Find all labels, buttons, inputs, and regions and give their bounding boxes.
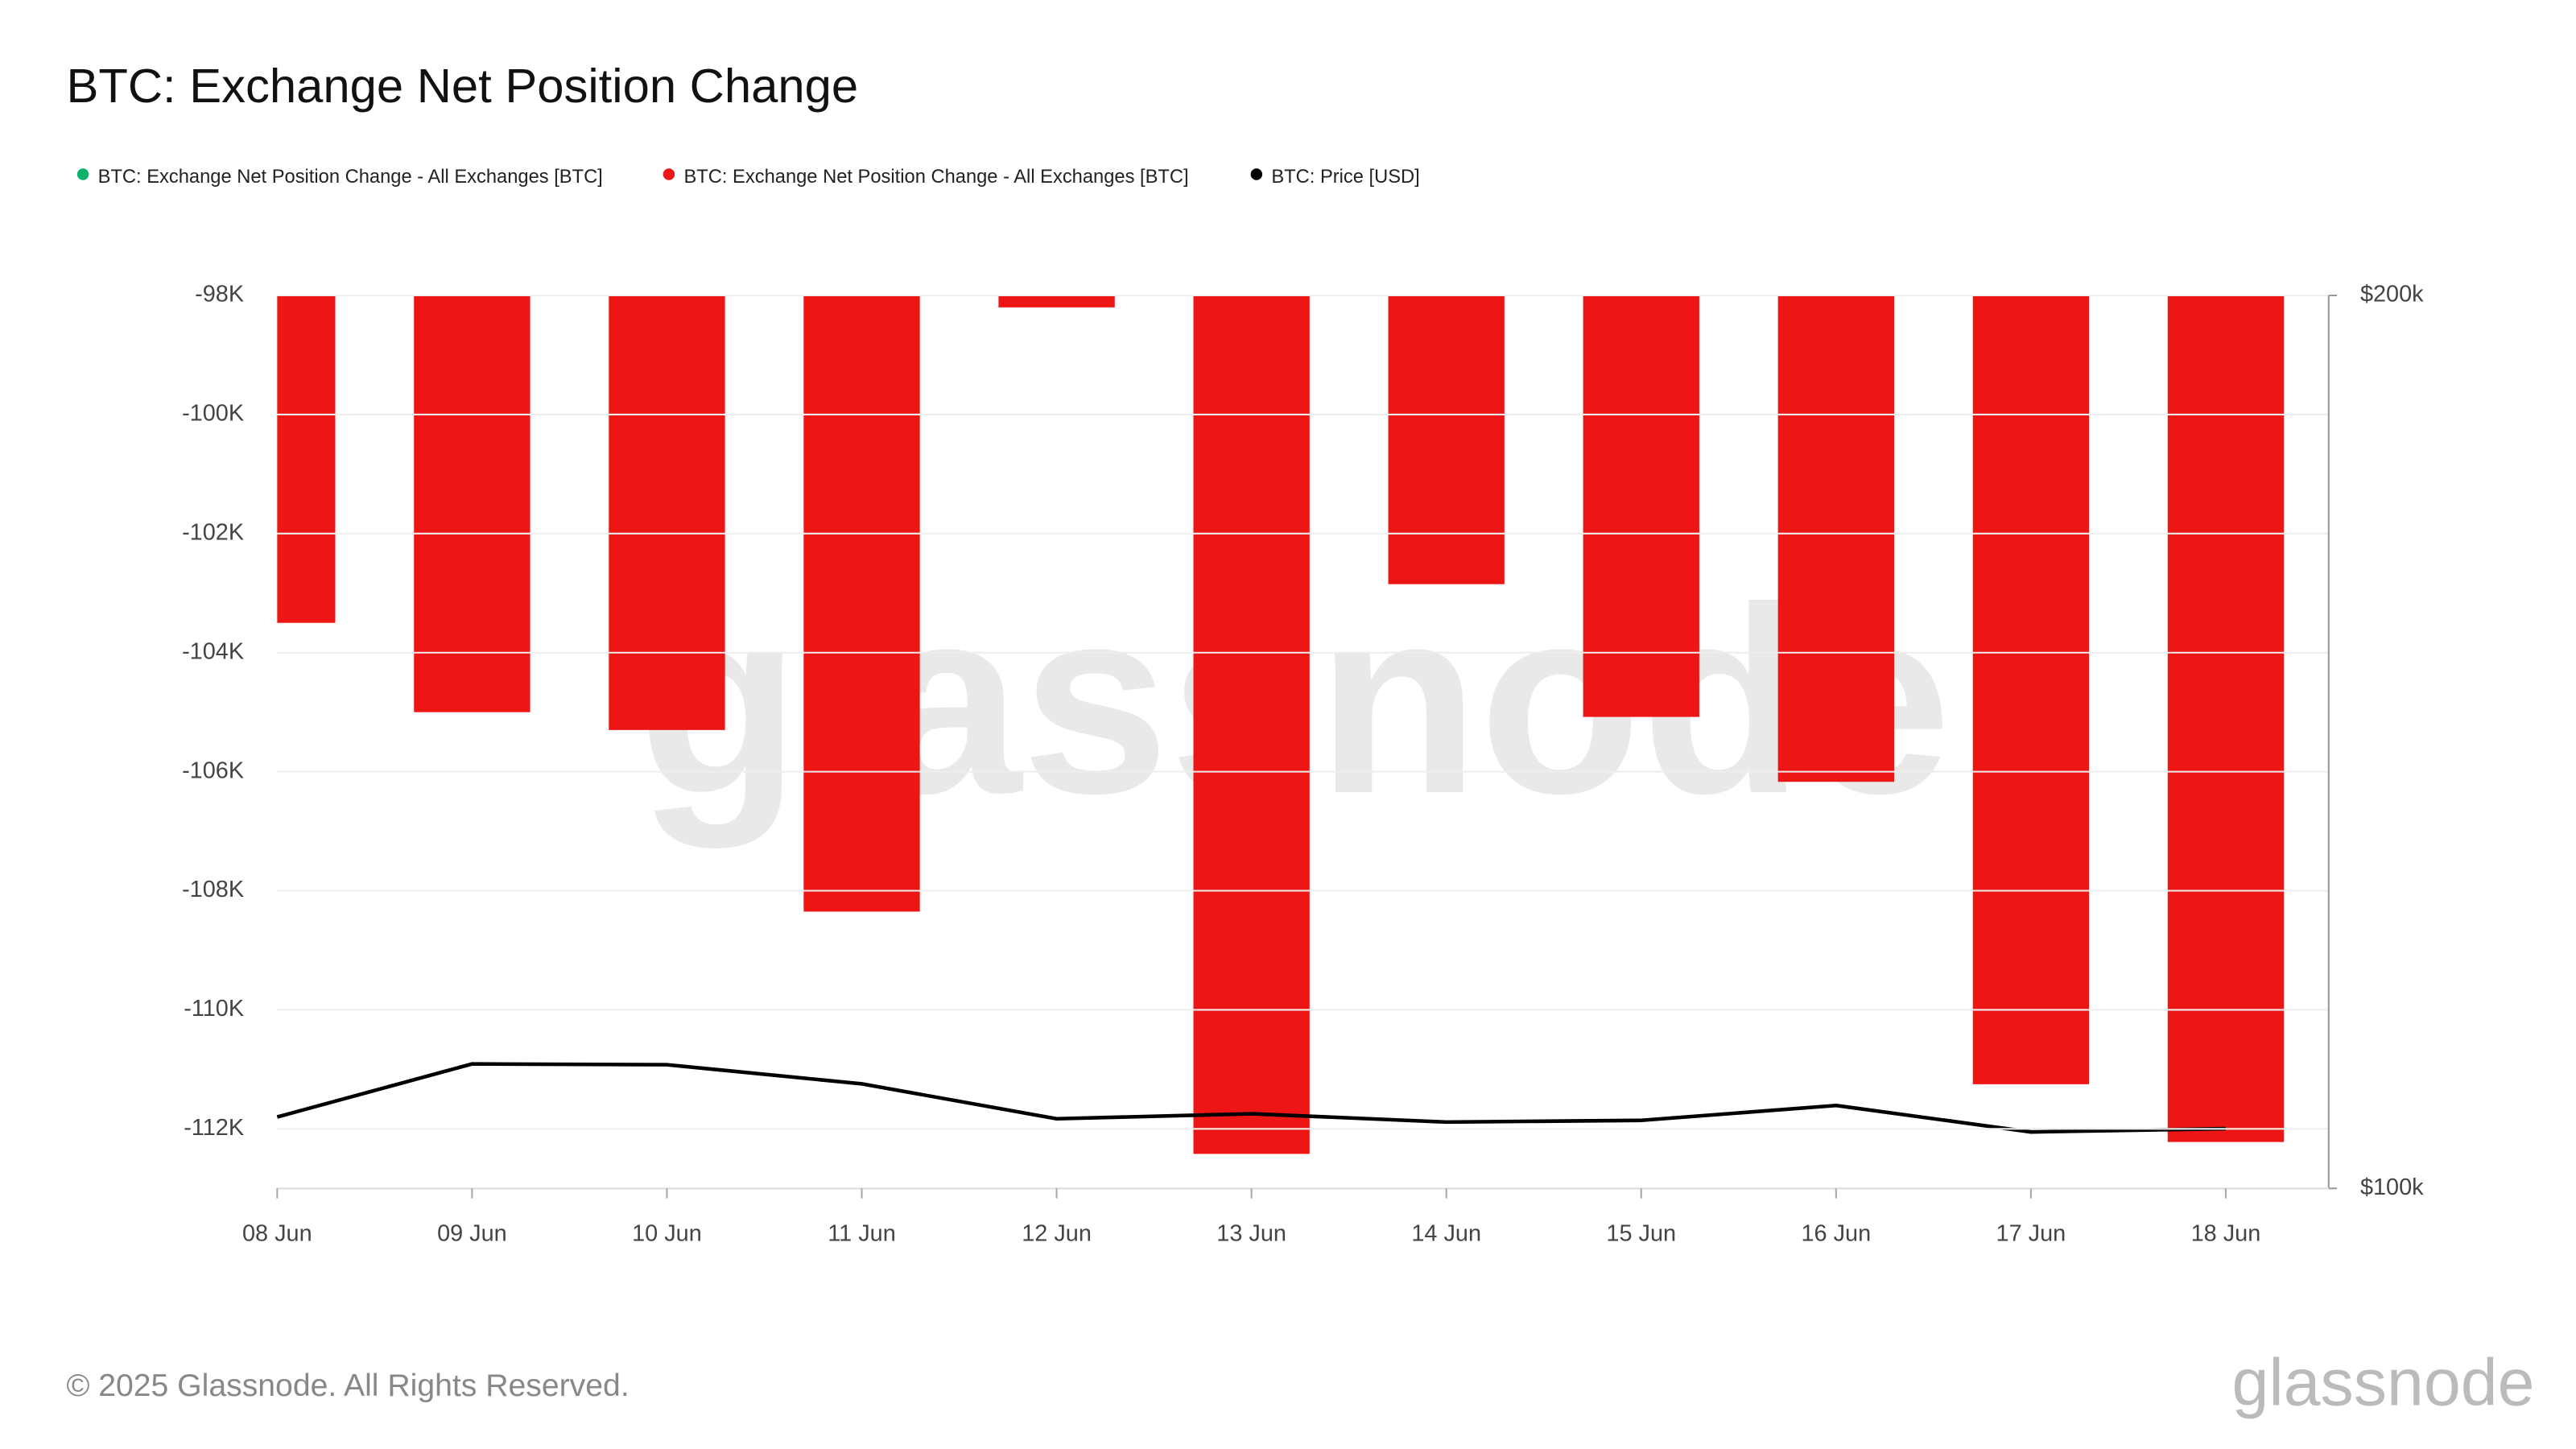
bar <box>2167 295 2285 1142</box>
y-tick-label: -104K <box>182 638 244 664</box>
x-tick-label: 15 Jun <box>1606 1221 1676 1247</box>
legend-label: BTC: Exchange Net Position Change - All … <box>98 167 603 188</box>
bar <box>1193 295 1310 1154</box>
bar <box>803 295 920 912</box>
y-tick-label: -102K <box>182 519 244 545</box>
y2-tick-label: $100k <box>2360 1174 2424 1200</box>
chart-title: BTC: Exchange Net Position Change <box>66 59 858 113</box>
x-tick-label: 11 Jun <box>828 1221 896 1247</box>
x-tick-label: 13 Jun <box>1216 1221 1286 1247</box>
legend-marker <box>76 168 89 180</box>
bar <box>277 295 336 623</box>
y-tick-label: -98K <box>195 282 244 308</box>
x-tick-label: 17 Jun <box>1996 1221 2066 1247</box>
bar <box>998 295 1115 308</box>
bar <box>1777 295 1894 782</box>
y-tick-label: -110K <box>184 996 244 1022</box>
price-line <box>276 1062 2226 1134</box>
bar <box>1972 295 2090 1084</box>
y-tick-label: -106K <box>182 758 244 783</box>
y-tick-label: -112K <box>184 1115 244 1141</box>
bar <box>1583 295 1699 717</box>
bar <box>1388 295 1505 584</box>
bar <box>414 295 530 712</box>
legend-label: BTC: Price [USD] <box>1271 167 1419 188</box>
footer-logo: glassnode <box>2231 1345 2534 1419</box>
plot-area <box>276 295 2285 1154</box>
y2-tick-label: $200k <box>2360 282 2424 308</box>
bar <box>609 295 725 730</box>
y-tick-label: -108K <box>182 877 244 902</box>
y-tick-label: -100K <box>182 401 244 427</box>
x-tick-label: 09 Jun <box>437 1221 507 1247</box>
legend-marker <box>663 168 675 180</box>
x-tick-label: 18 Jun <box>2191 1221 2261 1247</box>
x-tick-label: 10 Jun <box>632 1221 702 1247</box>
legend-label: BTC: Exchange Net Position Change - All … <box>683 167 1188 188</box>
x-tick-label: 16 Jun <box>1801 1221 1871 1247</box>
x-tick-label: 12 Jun <box>1022 1221 1092 1247</box>
x-tick-label: 08 Jun <box>242 1221 312 1247</box>
x-tick-label: 14 Jun <box>1411 1221 1481 1247</box>
bars <box>277 295 2285 1154</box>
footer: © 2025 Glassnode. All Rights Reserved. <box>66 1368 629 1403</box>
legend-marker <box>1250 168 1263 180</box>
